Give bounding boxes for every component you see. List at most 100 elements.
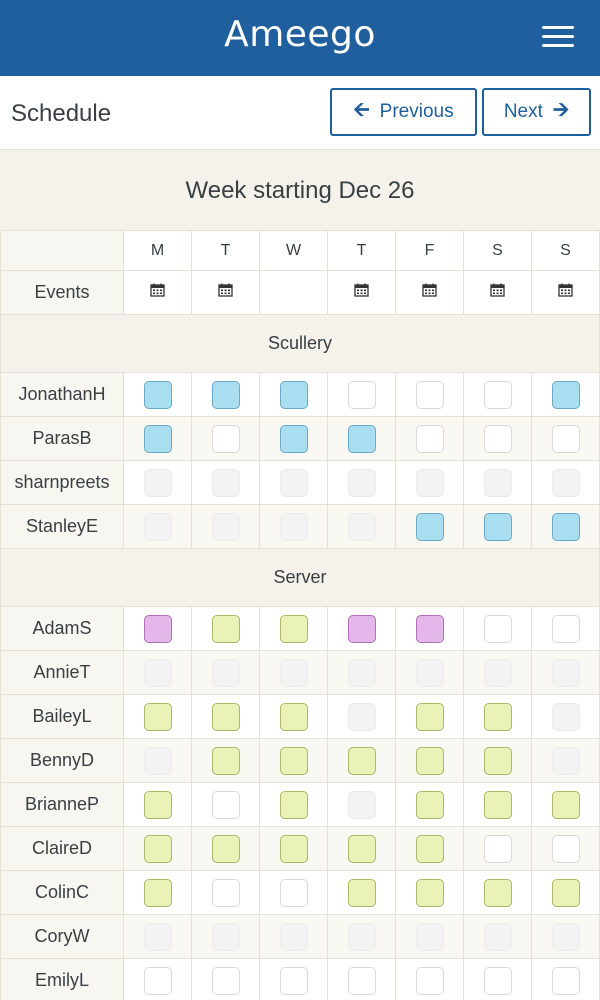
shift-box-grey[interactable] [211,512,240,541]
shift-box-green[interactable] [211,834,240,863]
shift-box-white[interactable] [483,834,512,863]
shift-box-grey[interactable] [415,468,444,497]
shift-box-green[interactable] [483,702,512,731]
shift-box-green[interactable] [279,702,308,731]
shift-box-grey[interactable] [143,468,172,497]
previous-button[interactable]: 🡨 Previous [330,88,477,136]
shift-box-green[interactable] [211,702,240,731]
shift-box-white[interactable] [483,966,512,995]
employee-name[interactable]: BaileyL [0,694,124,739]
calendar-icon[interactable] [490,283,505,297]
calendar-icon[interactable] [558,283,573,297]
shift-box-white[interactable] [415,424,444,453]
shift-box-white[interactable] [143,966,172,995]
shift-box-white[interactable] [211,790,240,819]
shift-box-green[interactable] [211,614,240,643]
shift-box-grey[interactable] [551,702,580,731]
shift-box-grey[interactable] [551,922,580,951]
shift-box-grey[interactable] [347,790,376,819]
shift-box-white[interactable] [347,966,376,995]
shift-box-grey[interactable] [483,658,512,687]
shift-box-grey[interactable] [347,922,376,951]
shift-box-white[interactable] [551,834,580,863]
shift-box-white[interactable] [211,424,240,453]
shift-box-blue[interactable] [415,512,444,541]
shift-box-blue[interactable] [483,512,512,541]
shift-box-white[interactable] [483,424,512,453]
shift-box-green[interactable] [483,790,512,819]
shift-box-white[interactable] [483,614,512,643]
shift-box-blue[interactable] [143,424,172,453]
shift-box-grey[interactable] [551,658,580,687]
calendar-icon[interactable] [218,283,233,297]
shift-box-grey[interactable] [279,658,308,687]
calendar-icon[interactable] [150,283,165,297]
employee-name[interactable]: JonathanH [0,372,124,417]
shift-box-white[interactable] [211,878,240,907]
calendar-icon[interactable] [354,283,369,297]
shift-box-grey[interactable] [279,468,308,497]
shift-box-grey[interactable] [211,658,240,687]
shift-box-green[interactable] [551,790,580,819]
shift-box-green[interactable] [415,834,444,863]
shift-box-white[interactable] [483,380,512,409]
shift-box-purple[interactable] [415,614,444,643]
shift-box-grey[interactable] [347,702,376,731]
employee-name[interactable]: BennyD [0,738,124,783]
shift-box-white[interactable] [211,966,240,995]
shift-box-green[interactable] [415,790,444,819]
shift-box-grey[interactable] [143,658,172,687]
employee-name[interactable]: ClaireD [0,826,124,871]
shift-box-grey[interactable] [415,922,444,951]
shift-box-grey[interactable] [279,922,308,951]
shift-box-green[interactable] [143,790,172,819]
shift-box-green[interactable] [143,834,172,863]
shift-box-green[interactable] [347,878,376,907]
shift-box-grey[interactable] [551,746,580,775]
employee-name[interactable]: sharnpreets [0,460,124,505]
shift-box-purple[interactable] [347,614,376,643]
employee-name[interactable]: BrianneP [0,782,124,827]
shift-box-white[interactable] [551,966,580,995]
shift-box-grey[interactable] [415,658,444,687]
shift-box-grey[interactable] [347,468,376,497]
employee-name[interactable]: EmilyL [0,958,124,1000]
shift-box-white[interactable] [551,424,580,453]
employee-name[interactable]: CoryW [0,914,124,959]
shift-box-grey[interactable] [483,922,512,951]
shift-box-green[interactable] [415,746,444,775]
shift-box-purple[interactable] [143,614,172,643]
shift-box-green[interactable] [483,878,512,907]
shift-box-blue[interactable] [143,380,172,409]
menu-icon[interactable] [542,26,574,48]
shift-box-grey[interactable] [143,922,172,951]
employee-name[interactable]: AnnieT [0,650,124,695]
app-logo[interactable]: Ameego [224,14,376,55]
shift-box-grey[interactable] [483,468,512,497]
employee-name[interactable]: ColinC [0,870,124,915]
employee-name[interactable]: StanleyE [0,504,124,549]
event-cell[interactable] [123,270,192,315]
shift-box-white[interactable] [279,878,308,907]
shift-box-green[interactable] [347,746,376,775]
shift-box-blue[interactable] [279,380,308,409]
shift-box-grey[interactable] [211,468,240,497]
employee-name[interactable]: AdamS [0,606,124,651]
shift-box-grey[interactable] [551,468,580,497]
shift-box-grey[interactable] [143,746,172,775]
shift-box-green[interactable] [483,746,512,775]
shift-box-green[interactable] [415,702,444,731]
event-cell[interactable] [463,270,532,315]
shift-box-white[interactable] [551,614,580,643]
event-cell[interactable] [191,270,260,315]
shift-box-grey[interactable] [143,512,172,541]
shift-box-green[interactable] [279,834,308,863]
shift-box-blue[interactable] [211,380,240,409]
calendar-icon[interactable] [422,283,437,297]
shift-box-blue[interactable] [551,512,580,541]
event-cell[interactable] [531,270,600,315]
shift-box-green[interactable] [415,878,444,907]
shift-box-white[interactable] [347,380,376,409]
next-button[interactable]: Next 🡪 [482,88,591,136]
event-cell[interactable] [327,270,396,315]
